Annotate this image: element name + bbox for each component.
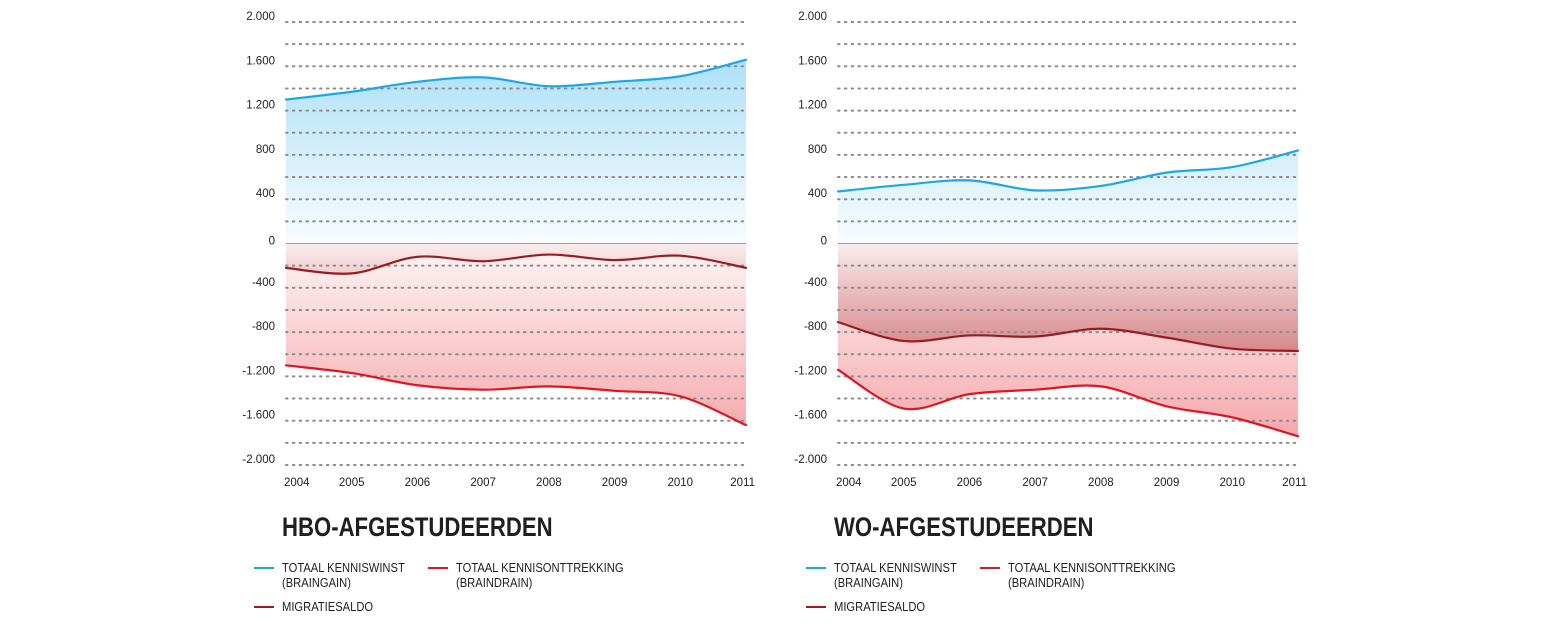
legend-swatch-braingain — [806, 567, 826, 569]
line-braindrain — [836, 368, 1300, 438]
x-tick-label: 2006 — [405, 477, 431, 489]
legend-item-saldo: MIGRATIESALDO — [254, 599, 388, 614]
series-lines — [284, 58, 748, 427]
y-tick-label: 400 — [808, 188, 827, 200]
legend-swatch-braingain — [254, 567, 274, 569]
x-tick-label: 2011 — [730, 477, 755, 489]
legend-swatch-braindrain — [980, 567, 1000, 569]
y-tick-label: 0 — [821, 236, 827, 248]
y-tick-label: -400 — [804, 277, 827, 289]
line-braingain — [836, 149, 1300, 193]
x-tick-label: 2007 — [470, 477, 496, 489]
x-tick-label: 2004 — [836, 477, 862, 489]
x-tick-label: 2010 — [667, 477, 693, 489]
legend-label-braindrain: TOTAAL KENNISONTTREKKING (BRAINDRAIN) — [1008, 560, 1176, 590]
area-layer — [838, 150, 1298, 437]
legend-item-braindrain: TOTAAL KENNISONTTREKKING (BRAINDRAIN) — [428, 560, 651, 590]
grid — [837, 21, 1299, 466]
y-axis: 2.000 1.600 1.200 800 400 0 -400 -800 -1.200 -1.6… — [242, 11, 275, 466]
legend-label-braingain: TOTAAL KENNISWINST (BRAINGAIN) — [834, 560, 957, 590]
y-tick-label: 1.600 — [246, 55, 275, 67]
x-tick-label: 2005 — [891, 477, 917, 489]
legend-item-braindrain: TOTAAL KENNISONTTREKKING (BRAINDRAIN) — [980, 560, 1203, 590]
y-tick-label: 1.200 — [246, 100, 275, 112]
y-tick-label: 1.600 — [798, 55, 827, 67]
line-saldo — [284, 253, 748, 275]
y-axis: 2.000 1.600 1.200 800 400 0 -400 -800 -1.200 -1.6… — [794, 11, 827, 466]
x-axis: 2004 2005 2006 2007 2008 2009 2010 2011 — [836, 477, 1307, 489]
chart-wo: 2.000 1.600 1.200 800 400 0 -400 -800 -1.200 -1.6… — [794, 11, 1307, 489]
y-tick-label: 1.200 — [798, 100, 827, 112]
y-tick-label: -800 — [252, 321, 275, 333]
x-tick-label: 2009 — [602, 477, 628, 489]
y-tick-label: -1.200 — [794, 365, 827, 377]
y-tick-label: -1.600 — [242, 410, 275, 422]
y-tick-label: 2.000 — [246, 11, 275, 23]
y-tick-label: -1.200 — [242, 365, 275, 377]
chart-panel-wo: 2.000 1.600 1.200 800 400 0 -400 -800 -1.200 -1.6… — [792, 0, 1352, 624]
legend-swatch-saldo — [806, 606, 826, 608]
x-tick-label: 2007 — [1022, 477, 1048, 489]
y-tick-label: -800 — [804, 321, 827, 333]
area-braingain — [286, 59, 746, 244]
y-tick-label: 2.000 — [798, 11, 827, 23]
line-braindrain — [284, 364, 748, 427]
chart-panel-hbo: 2.000 1.600 1.200 800 400 0 -400 -800 -1.200 -1.6… — [240, 0, 800, 624]
chart-hbo: 2.000 1.600 1.200 800 400 0 -400 -800 -1.200 -1.6… — [242, 11, 755, 489]
x-tick-label: 2010 — [1219, 477, 1245, 489]
chart-title-wo: WO-AFGESTUDEERDEN — [834, 512, 1094, 542]
area-braingain — [838, 150, 1298, 244]
legend-swatch-braindrain — [428, 567, 448, 569]
x-tick-label: 2011 — [1282, 477, 1307, 489]
y-tick-label: 800 — [808, 144, 827, 156]
y-tick-label: 400 — [256, 188, 275, 200]
legend-label-saldo: MIGRATIESALDO — [282, 599, 374, 614]
y-tick-label: -1.600 — [794, 410, 827, 422]
y-tick-label: 0 — [269, 236, 275, 248]
y-tick-label: -2.000 — [242, 454, 275, 466]
y-tick-label: 800 — [256, 144, 275, 156]
area-saldo — [838, 243, 1298, 351]
x-tick-label: 2008 — [536, 477, 562, 489]
series-lines — [836, 149, 1300, 438]
x-axis: 2004 2005 2006 2007 2008 2009 2010 2011 — [284, 477, 755, 489]
legend-item-braingain: TOTAAL KENNISWINST (BRAINGAIN) — [254, 560, 425, 590]
legend-label-braindrain: TOTAAL KENNISONTTREKKING (BRAINDRAIN) — [456, 560, 624, 590]
chart-title-hbo: HBO-AFGESTUDEERDEN — [282, 512, 553, 542]
legend-label-braingain: TOTAAL KENNISWINST (BRAINGAIN) — [282, 560, 405, 590]
y-tick-label: -400 — [252, 277, 275, 289]
x-tick-label: 2006 — [957, 477, 983, 489]
grid — [285, 21, 747, 466]
area-layer — [286, 59, 746, 426]
legend-item-braingain: TOTAAL KENNISWINST (BRAINGAIN) — [806, 560, 977, 590]
line-saldo — [836, 321, 1300, 353]
line-braingain — [284, 58, 748, 101]
x-tick-label: 2005 — [339, 477, 365, 489]
x-tick-label: 2004 — [284, 477, 310, 489]
area-saldo — [286, 243, 746, 274]
legend-label-saldo: MIGRATIESALDO — [834, 599, 926, 614]
legend-swatch-saldo — [254, 606, 274, 608]
x-tick-label: 2009 — [1154, 477, 1180, 489]
area-braindrain — [286, 243, 746, 426]
legend-item-saldo: MIGRATIESALDO — [806, 599, 940, 614]
y-tick-label: -2.000 — [794, 454, 827, 466]
x-tick-label: 2008 — [1088, 477, 1114, 489]
